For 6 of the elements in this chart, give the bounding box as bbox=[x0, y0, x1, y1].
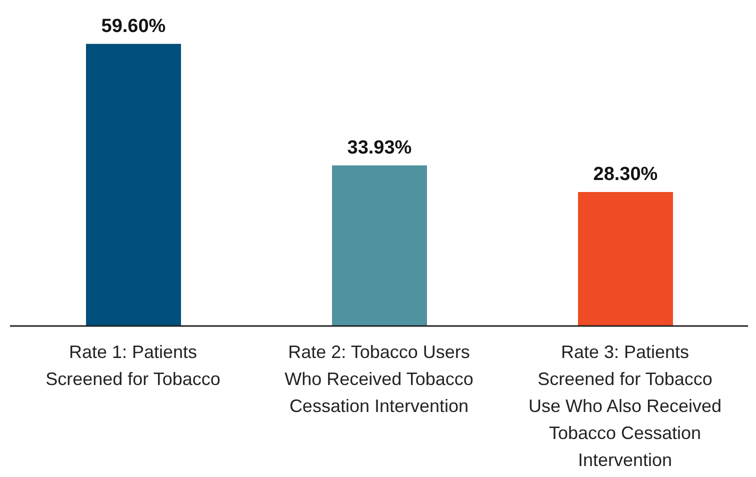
x-tick-label: Rate 3: Patients Screened for Tobacco Use Who Also Received Tobacco Cessation Intervention bbox=[528, 342, 722, 470]
x-tick-label: Rate 1: Patients Screened for Tobacco bbox=[46, 342, 220, 389]
data-label: 33.93% bbox=[347, 137, 412, 158]
data-label: 59.60% bbox=[101, 16, 166, 37]
x-tick-label: Rate 2: Tobacco Users Who Received Tobacco Cessation Intervention bbox=[284, 342, 474, 416]
data-label: 28.30% bbox=[593, 164, 658, 186]
